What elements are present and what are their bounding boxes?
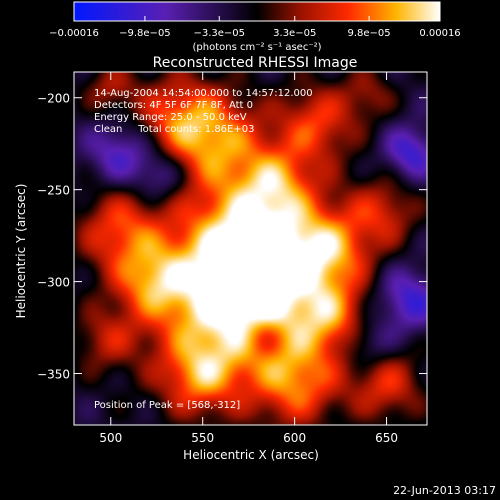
x-axis-tick-labels: 500 550 600 650 (99, 431, 398, 445)
y-tick-label: −200 (37, 92, 70, 106)
annotation-clean-counts: Clean Total counts: 1.86E+03 (94, 124, 254, 135)
colorbar-tick-label: 0.00016 (419, 28, 460, 39)
annotation-detectors: Detectors: 4F 5F 6F 7F 8F, Att 0 (94, 100, 253, 111)
annotation-time-range: 14-Aug-2004 14:54:00.000 to 14:57:12.000 (94, 88, 313, 99)
colorbar-tick-label: −0.00016 (49, 28, 99, 39)
colorbar-tick-label: 3.3e−05 (273, 28, 316, 39)
x-tick-label: 600 (283, 431, 306, 445)
x-axis-ticks (110, 72, 388, 425)
colorbar-ticks (73, 16, 441, 21)
footer-timestamp: 22-Jun-2013 03:17 (393, 484, 496, 497)
heatmap-image (74, 72, 427, 425)
x-tick-label: 550 (191, 431, 214, 445)
y-axis-label: Heliocentric Y (arcsec) (14, 184, 28, 319)
colorbar-unit-label: (photons cm⁻² s⁻¹ asec⁻²) (192, 42, 321, 53)
y-axis-ticks (74, 97, 427, 375)
colorbar-tick-label: 9.8e−05 (348, 28, 391, 39)
y-tick-label: −300 (37, 276, 70, 290)
y-tick-label: −350 (37, 368, 70, 382)
annotation-energy-range: Energy Range: 25.0 - 50.0 keV (94, 112, 247, 123)
colorbar-tick-labels: −0.00016 −9.8e−05 −3.3e−05 3.3e−05 9.8e−05 0.… (49, 28, 461, 39)
peak-position-label: Position of Peak = [568,-312] (94, 400, 240, 411)
colorbar-tick-label: −9.8e−05 (119, 28, 171, 39)
y-tick-label: −250 (37, 184, 70, 198)
plot-frame (73, 71, 428, 426)
x-tick-label: 650 (375, 431, 398, 445)
x-tick-label: 500 (99, 431, 122, 445)
y-axis-tick-labels: −200 −250 −300 −350 (37, 92, 70, 382)
colorbar-tick-label: −3.3e−05 (193, 28, 245, 39)
colorbar (73, 1, 441, 22)
x-axis-label: Heliocentric X (arcsec) (183, 448, 319, 462)
chart-title: Reconstructed RHESSI Image (153, 55, 358, 71)
